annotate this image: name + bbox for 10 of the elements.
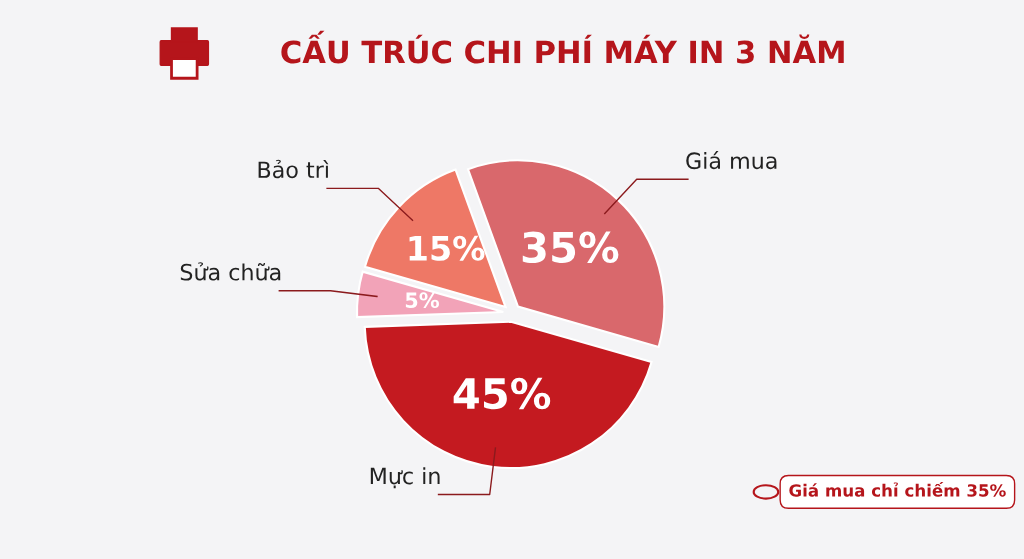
slice-label: Sửa chữa	[180, 262, 281, 281]
slice-label: Mực in	[370, 467, 440, 489]
data-label: 45%	[453, 377, 551, 410]
slice-label: Giá mua	[686, 151, 777, 170]
data-label: 15%	[409, 235, 485, 261]
slice-label: Bảo trì	[258, 159, 329, 179]
data-label: 5%	[405, 292, 439, 309]
data-label: 35%	[522, 231, 619, 264]
chart-title: CẤU TRÚC CHI PHÍ MÁY IN 3 NĂM	[281, 30, 844, 64]
text: Giá mua chỉ chiếm 35%	[789, 481, 1006, 497]
